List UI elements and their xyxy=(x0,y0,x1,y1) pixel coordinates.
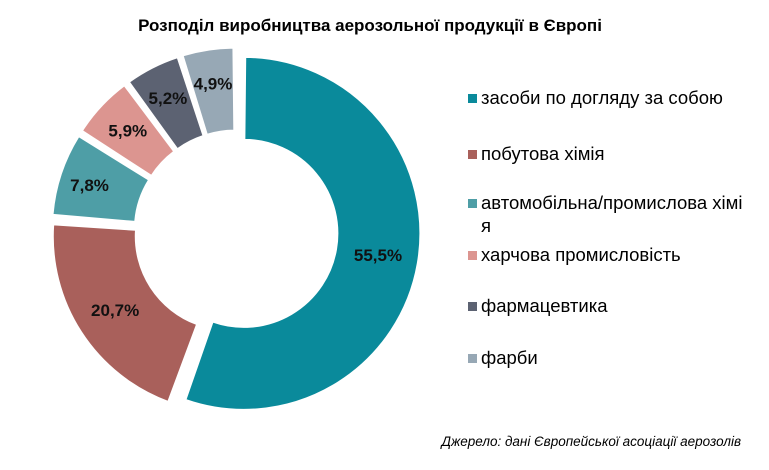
legend-swatch xyxy=(468,354,477,363)
legend-item: харчова промисловість xyxy=(468,243,748,266)
legend-swatch xyxy=(468,94,477,103)
slice-data-label: 7,8% xyxy=(70,176,109,195)
donut-slice xyxy=(182,47,235,135)
legend-item: фарби xyxy=(468,346,748,369)
legend-label: харчова промисловість xyxy=(481,244,681,265)
legend-swatch xyxy=(468,302,477,311)
legend-label: автомобільна/промислова хімія xyxy=(481,192,743,236)
legend-label: побутова хімія xyxy=(481,143,605,164)
legend-label: засоби по догляду за собою xyxy=(481,87,723,108)
slice-data-label: 20,7% xyxy=(91,301,139,320)
donut-slice xyxy=(81,85,175,177)
chart-title: Розподіл виробництва аерозольної продукц… xyxy=(138,16,602,35)
legend-label: фарби xyxy=(481,347,538,368)
legend-swatch xyxy=(468,150,477,159)
legend-item: побутова хімія xyxy=(468,142,748,165)
slice-data-label: 5,9% xyxy=(108,122,147,141)
donut-slice xyxy=(52,136,150,222)
donut-slice xyxy=(128,57,204,150)
slice-data-label: 4,9% xyxy=(194,74,233,93)
legend-item: автомобільна/промислова хімія xyxy=(468,191,748,237)
slice-data-label: 55,5% xyxy=(354,246,402,265)
legend-item: засоби по догляду за собою xyxy=(468,86,748,109)
source-note: Джерело: дані Європейської асоціації аер… xyxy=(441,434,741,449)
donut-slice xyxy=(185,56,421,410)
legend-item: фармацевтика xyxy=(468,294,748,317)
legend-swatch xyxy=(468,199,477,208)
slice-data-label: 5,2% xyxy=(149,89,188,108)
legend-label: фармацевтика xyxy=(481,295,608,316)
legend-swatch xyxy=(468,251,477,260)
donut-slice xyxy=(52,224,198,402)
